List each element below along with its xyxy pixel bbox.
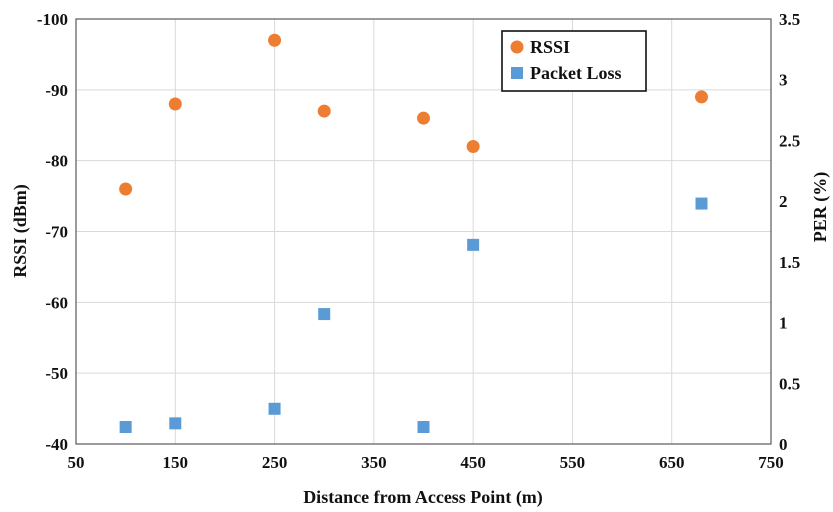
legend: RSSI Packet Loss [501,30,647,92]
y-left-tick-label: -50 [45,364,68,383]
x-tick-label: 450 [460,453,486,472]
rssi-point [466,140,480,153]
x-tick-label: 50 [68,453,85,472]
x-tick-label: 550 [560,453,586,472]
packet-loss-point [119,421,132,433]
y-right-tick-label: 1.5 [779,253,800,272]
gridlines [75,18,772,445]
rssi-point [168,97,182,111]
packet-loss-point [467,238,480,251]
packet-loss-point [695,197,708,210]
packet-loss-point [268,402,281,415]
y-right-tick-label: 3 [779,71,788,90]
x-tick-label: 150 [163,453,189,472]
legend-packet-loss-label: Packet Loss [530,63,622,83]
rssi-point [268,33,282,47]
y-right-tick-label: 3.5 [779,10,800,29]
packet-loss-point [318,308,331,321]
data-markers [119,33,708,433]
y-right-tick-label: 2.5 [779,131,800,150]
rssi-point [695,90,708,104]
y-left-tick-label: -70 [45,223,68,242]
x-tick-label: 650 [659,453,685,472]
y-axis-right-title: PER (%) [810,172,831,243]
y-left-tick-label: -90 [45,81,68,100]
packet-loss-point [417,421,430,433]
rssi-point [119,182,133,196]
legend-rssi-marker [510,40,524,54]
rssi-point [417,111,430,125]
y-left-tick-label: -100 [37,10,68,29]
legend-box [501,30,647,92]
legend-rssi-label: RSSI [530,37,570,57]
y-left-tick-label: -40 [45,435,68,454]
y-right-tick-label: 2 [779,192,788,211]
plot-frame [75,18,772,445]
rssi-point [317,104,331,118]
y-right-tick-label: 0.5 [779,374,800,393]
y-left-tick-label: -80 [45,152,68,171]
x-axis-title: Distance from Access Point (m) [303,487,543,508]
tick-labels: 50 150 250 350 450 550 650 750 -40 -50 -60 -70 -80 -9… [37,10,800,472]
y-right-tick-label: 0 [779,435,788,454]
y-axis-left-title: RSSI (dBm) [10,184,31,278]
x-tick-label: 350 [361,453,387,472]
legend-packet-loss-marker [511,67,523,79]
x-tick-label: 750 [758,453,784,472]
y-right-tick-label: 1 [779,314,788,333]
y-left-tick-label: -60 [45,293,68,312]
x-tick-label: 250 [262,453,288,472]
packet-loss-point [169,417,182,430]
